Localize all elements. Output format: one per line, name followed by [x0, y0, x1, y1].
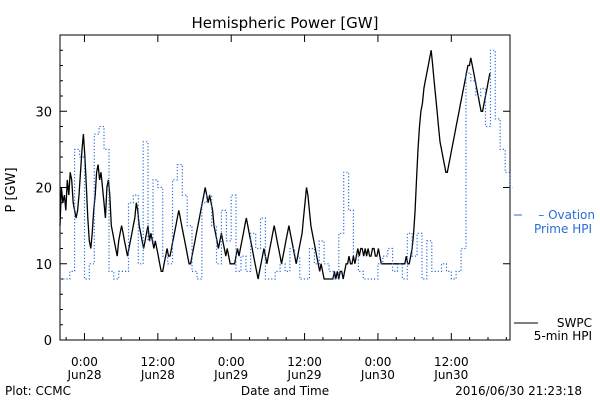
series-ovation-prime-hpi: [60, 49, 513, 280]
y-tick-label: 20: [35, 182, 52, 197]
y-axis-label: P [GW]: [4, 167, 19, 212]
x-axis-label: Date and Time: [241, 384, 329, 398]
x-tick-label-date: Jun29: [213, 368, 248, 382]
x-tick-label-date: Jun28: [140, 368, 175, 382]
x-tick-label-time: 12:00: [141, 355, 176, 369]
plot-credit: Plot: CCMC: [5, 384, 71, 398]
x-tick-label-time: 0:00: [218, 355, 245, 369]
plot-frame: [59, 34, 511, 341]
x-tick-label-time: 12:00: [287, 355, 322, 369]
x-tick-label-time: 0:00: [71, 355, 98, 369]
x-tick-label-date: Jun28: [66, 368, 101, 382]
chart-title: Hemispheric Power [GW]: [192, 14, 379, 32]
x-tick-label-date: Jun29: [287, 368, 322, 382]
legend-ovation-line1: – Ovation: [538, 208, 595, 222]
series-layer: [59, 49, 513, 280]
y-tick-label: 0: [44, 334, 52, 349]
legend-swpc-line2: 5-min HPI: [534, 329, 592, 343]
x-axis-ticks: 0:00Jun2812:00Jun280:00Jun2912:00Jun290:…: [65, 35, 507, 382]
x-tick-label-date: Jun30: [433, 368, 468, 382]
legend-swpc-line1: SWPC: [557, 316, 592, 330]
x-tick-label-time: 0:00: [364, 355, 391, 369]
x-tick-label-time: 12:00: [434, 355, 469, 369]
series-swpc-5min-hpi: [59, 50, 491, 280]
y-tick-label: 30: [35, 105, 52, 120]
x-tick-label-date: Jun30: [360, 368, 395, 382]
legend-ovation-line2: Prime HPI: [534, 222, 592, 236]
y-tick-label: 10: [35, 258, 52, 273]
y-axis-ticks: 0 10 20 30: [35, 49, 510, 349]
timestamp: 2016/06/30 21:23:18: [455, 384, 582, 398]
